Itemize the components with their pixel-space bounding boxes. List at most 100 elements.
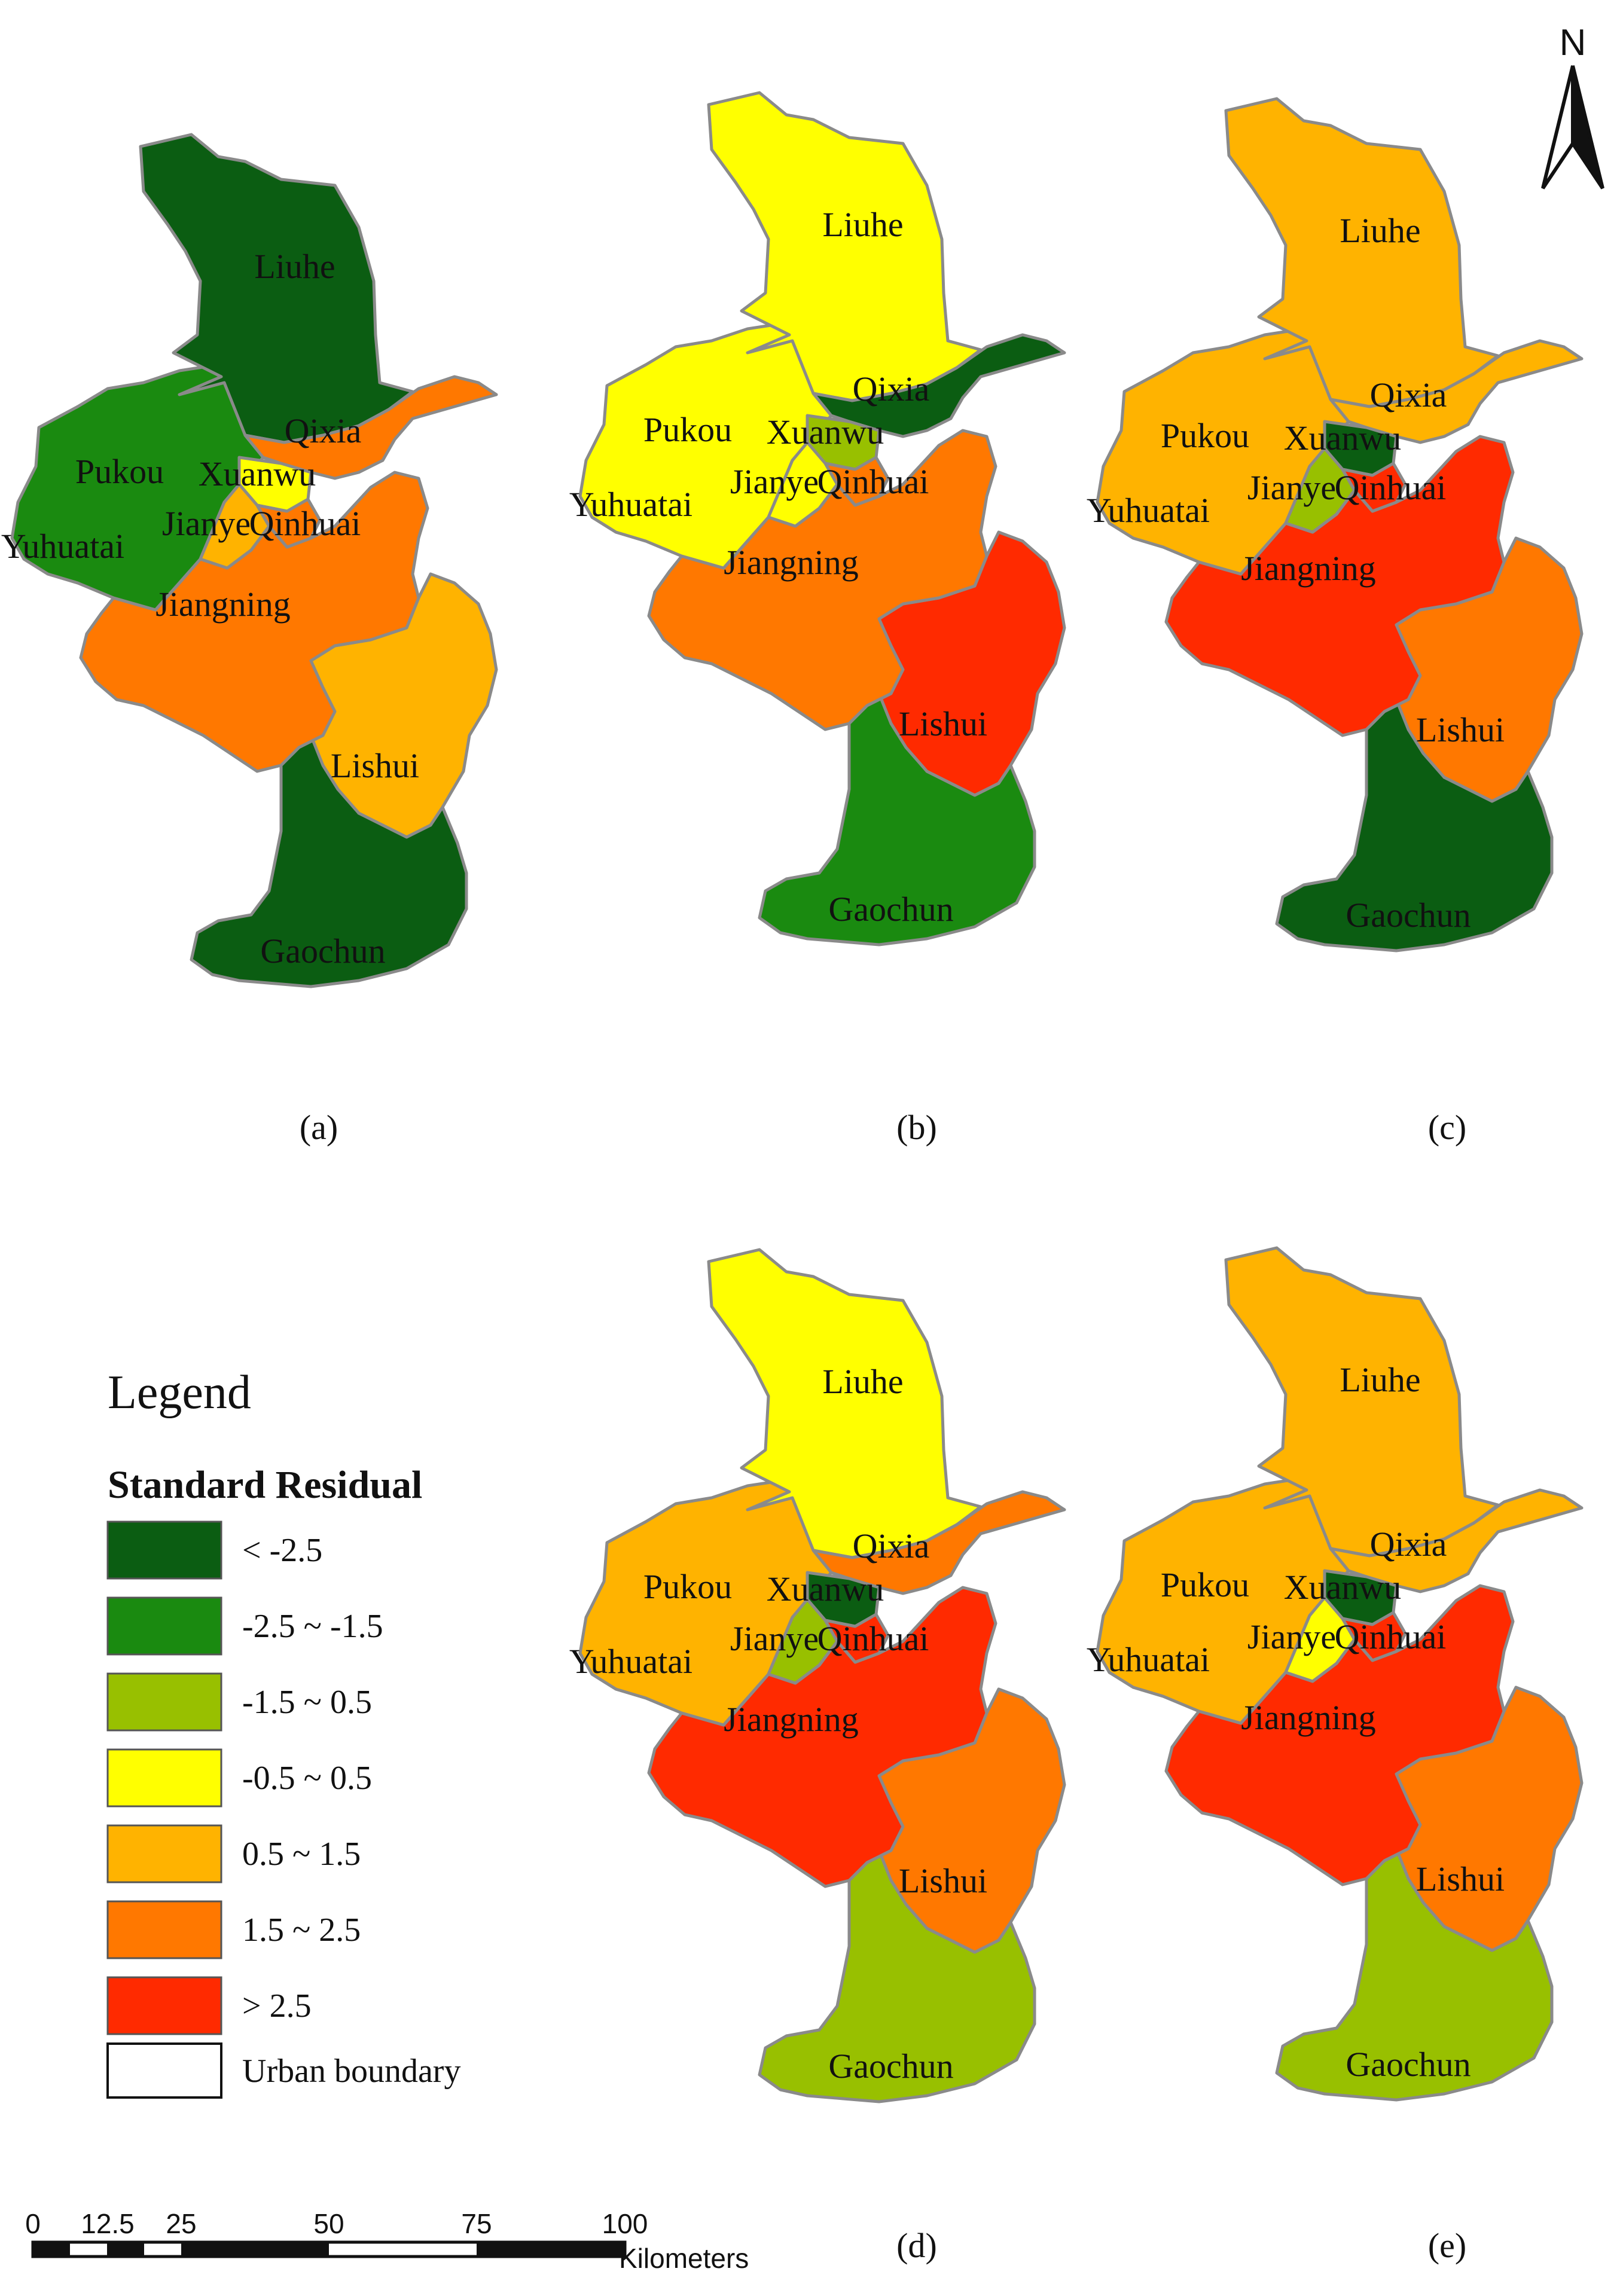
district-jiangning-e xyxy=(1164,1584,1515,1886)
legend-label-4: -0.5 ~ 0.5 xyxy=(242,1760,372,1797)
scale-tick-1: 12.5 xyxy=(81,2208,135,2239)
district-qinhuai-c xyxy=(1341,462,1407,513)
district-jianye-a xyxy=(199,483,271,570)
district-label-lishui-d: Lishui xyxy=(899,1861,987,1900)
legend-swatch-5 xyxy=(106,1824,222,1883)
scale-tick-0: 0 xyxy=(25,2208,41,2239)
scale-bar-segment-3 xyxy=(107,2242,144,2257)
panel-label-d: (d) xyxy=(896,2226,937,2265)
district-label-pukou-c: Pukou xyxy=(1161,416,1249,455)
district-label-yuhuatai-d: Yuhuatai xyxy=(569,1642,692,1681)
map-panel-a: Gaochun Lishui Jiangning Yuhuatai Pukou Liuhe… xyxy=(1,133,498,988)
legend-swatch-2 xyxy=(106,1596,222,1656)
legend: Legend Standard Residual < -2.5 -2.5 ~ -1… xyxy=(106,1366,460,2099)
district-jiangning-b xyxy=(647,429,997,731)
district-qinhuai-e xyxy=(1341,1611,1407,1662)
legend-swatch-3 xyxy=(106,1672,222,1732)
scale-bar-ticks: 0 12.5 25 50 75 100 xyxy=(25,2208,648,2239)
district-label-gaochun-c: Gaochun xyxy=(1346,896,1470,935)
district-label-qixia-c: Qixia xyxy=(1370,375,1447,414)
district-label-pukou-a: Pukou xyxy=(75,452,164,491)
legend-swatch-7 xyxy=(106,1976,222,2035)
map-panel-b: Gaochun Lishui Jiangning Yuhuatai Pukou Liuhe… xyxy=(569,91,1066,947)
district-jianye-b xyxy=(767,441,839,528)
district-label-xuanwu-d: Xuanwu xyxy=(767,1570,884,1608)
district-label-lishui-b: Lishui xyxy=(899,704,987,743)
district-label-yuhuatai-c: Yuhuatai xyxy=(1087,491,1210,530)
district-label-lishui-c: Lishui xyxy=(1416,710,1505,749)
district-jianye-d xyxy=(767,1598,839,1685)
legend-label-6: 1.5 ~ 2.5 xyxy=(242,1912,361,1949)
panel-label-b: (b) xyxy=(896,1108,937,1147)
district-label-liuhe-a: Liuhe xyxy=(254,247,335,286)
north-arrow-left-half xyxy=(1541,65,1575,190)
district-qixia-d xyxy=(811,1490,1066,1595)
north-arrow-label: N xyxy=(1560,22,1587,63)
district-label-lishui-a: Lishui xyxy=(331,746,419,785)
district-qinhuai-a xyxy=(255,497,322,549)
north-arrow-right-half xyxy=(1571,65,1604,190)
legend-label-7: > 2.5 xyxy=(242,1987,312,2025)
district-label-qinhuai-e: Qinhuai xyxy=(1335,1617,1447,1656)
district-label-qixia-e: Qixia xyxy=(1370,1525,1447,1564)
district-label-qixia-b: Qixia xyxy=(853,370,930,408)
district-jiangning-d xyxy=(647,1586,997,1888)
district-label-jiangning-e: Jiangning xyxy=(1241,1698,1376,1737)
district-jianye-c xyxy=(1284,447,1356,534)
district-label-jiangning-c: Jiangning xyxy=(1241,549,1376,588)
legend-title: Legend xyxy=(108,1366,251,1419)
district-label-xuanwu-a: Xuanwu xyxy=(199,454,316,493)
panel-label-c: (c) xyxy=(1428,1108,1466,1147)
district-label-pukou-d: Pukou xyxy=(643,1567,732,1606)
district-jiangning-c xyxy=(1164,435,1515,737)
district-label-liuhe-c: Liuhe xyxy=(1340,211,1420,250)
district-label-jiangning-d: Jiangning xyxy=(724,1700,859,1739)
legend-swatch-6 xyxy=(106,1900,222,1959)
district-qinhuai-d xyxy=(823,1613,890,1664)
district-qixia-a xyxy=(243,375,498,480)
district-label-qixia-d: Qixia xyxy=(853,1526,930,1565)
district-label-qinhuai-a: Qinhuai xyxy=(249,504,361,543)
legend-swatch-urban-boundary xyxy=(106,2042,222,2099)
map-panel-c: Gaochun Lishui Jiangning Yuhuatai Pukou Liuhe… xyxy=(1087,97,1584,952)
district-label-jianye-b: Jianye xyxy=(730,462,819,501)
scale-tick-5: 100 xyxy=(602,2208,648,2239)
district-label-qinhuai-c: Qinhuai xyxy=(1335,468,1447,507)
district-label-jiangning-a: Jiangning xyxy=(155,585,291,624)
district-jianye-e xyxy=(1284,1596,1356,1683)
district-label-qinhuai-d: Qinhuai xyxy=(817,1619,929,1658)
scale-bar-unit: Kilometers xyxy=(619,2243,749,2274)
district-label-lishui-e: Lishui xyxy=(1416,1860,1505,1898)
district-label-jianye-d: Jianye xyxy=(730,1619,819,1658)
legend-swatch-1 xyxy=(106,1521,222,1580)
scale-bar: 0 12.5 25 50 75 100 Kilometers xyxy=(25,2208,749,2274)
district-label-pukou-e: Pukou xyxy=(1161,1565,1249,1604)
district-label-gaochun-b: Gaochun xyxy=(828,890,953,929)
district-label-yuhuatai-b: Yuhuatai xyxy=(569,485,692,524)
north-arrow: N xyxy=(1541,22,1604,190)
panel-label-e: (e) xyxy=(1428,2226,1466,2265)
district-label-pukou-b: Pukou xyxy=(643,410,732,449)
legend-label-3: -1.5 ~ 0.5 xyxy=(242,1684,372,1721)
scale-tick-4: 75 xyxy=(461,2208,492,2239)
scale-bar-segment-7 xyxy=(477,2242,625,2257)
district-label-xuanwu-c: Xuanwu xyxy=(1284,419,1402,457)
district-qixia-b xyxy=(811,333,1066,438)
district-label-gaochun-e: Gaochun xyxy=(1346,2045,1470,2084)
district-label-qixia-a: Qixia xyxy=(285,411,362,450)
scale-tick-3: 50 xyxy=(313,2208,344,2239)
district-qinhuai-b xyxy=(823,456,890,507)
district-qixia-c xyxy=(1329,339,1584,444)
district-label-yuhuatai-a: Yuhuatai xyxy=(1,527,124,566)
panel-label-a: (a) xyxy=(300,1108,338,1147)
district-label-xuanwu-b: Xuanwu xyxy=(767,413,884,451)
scale-bar-segment-1 xyxy=(33,2242,70,2257)
district-label-yuhuatai-e: Yuhuatai xyxy=(1087,1640,1210,1679)
district-label-gaochun-a: Gaochun xyxy=(260,932,385,970)
map-panel-e: Gaochun Lishui Jiangning Yuhuatai Pukou Liuhe… xyxy=(1087,1246,1584,2102)
district-jiangning-a xyxy=(79,471,429,773)
district-label-jiangning-b: Jiangning xyxy=(724,543,859,582)
legend-items: < -2.5 -2.5 ~ -1.5 -1.5 ~ 0.5 -0.5 ~ 0.5 0.5… xyxy=(106,1521,383,2035)
scale-tick-2: 25 xyxy=(166,2208,196,2239)
